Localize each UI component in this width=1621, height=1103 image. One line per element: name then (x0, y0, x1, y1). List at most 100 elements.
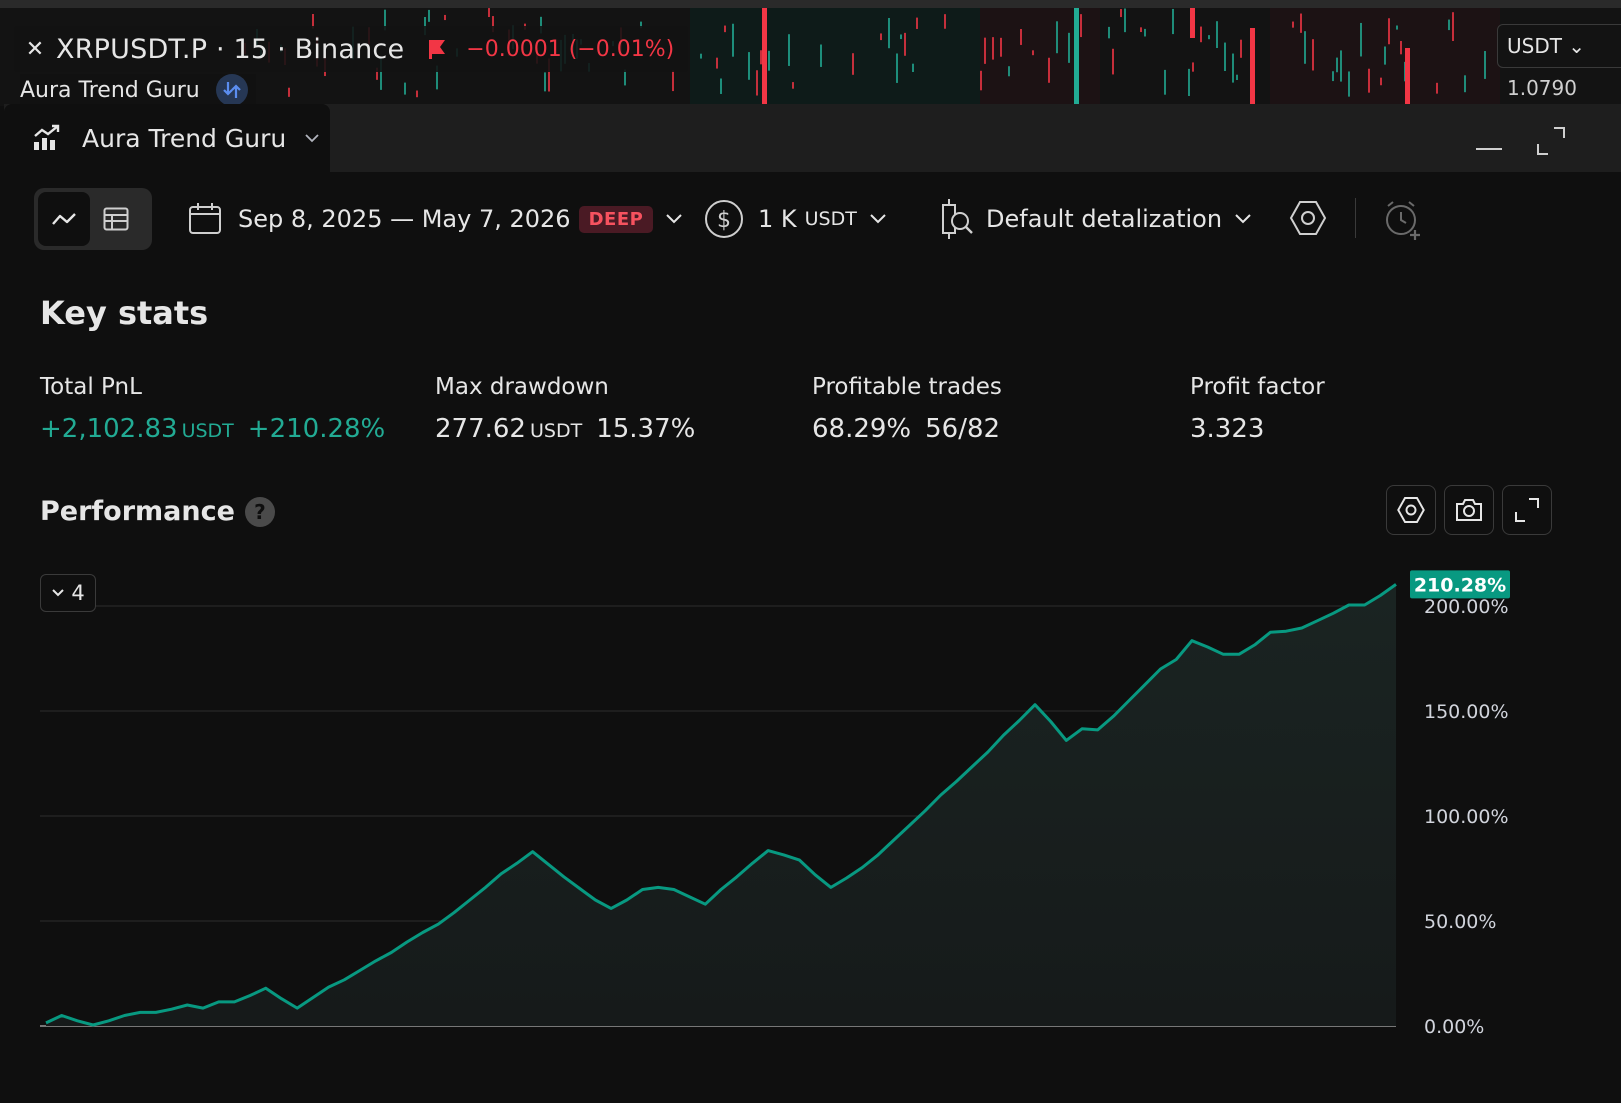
price-candle (1452, 12, 1454, 41)
date-range-selector[interactable]: Sep 8, 2025 — May 7, 2026 DEEP (188, 196, 683, 242)
price-candle (984, 37, 986, 64)
price-candle (1300, 13, 1302, 33)
price-candle (1400, 40, 1402, 55)
price-candle (1068, 32, 1070, 63)
settings-icon (1397, 497, 1425, 523)
price-candle (404, 82, 406, 95)
price-candle (436, 65, 438, 90)
price-candle (980, 70, 982, 91)
price-candle (1240, 39, 1242, 58)
last-value-badge (1410, 570, 1510, 599)
last-value-label: 210.28% (1414, 574, 1506, 596)
initial-capital-selector[interactable]: $ 1 K USDT (704, 196, 887, 242)
price-candle (1232, 53, 1234, 83)
strategy-tab[interactable]: Aura Trend Guru (4, 104, 330, 172)
price-candle (1332, 71, 1334, 82)
close-icon[interactable]: ✕ (25, 36, 45, 62)
price-candle (488, 8, 490, 18)
price-candle (852, 53, 854, 75)
dollar-icon: $ (705, 200, 743, 238)
price-candle (700, 53, 702, 59)
price-candle (1200, 26, 1202, 43)
symbol-header: ✕ XRPUSDT.P · 15 · Binance −0.0001 (−0.0… (14, 26, 689, 72)
price-candle (1080, 14, 1082, 38)
strategy-tester-panel: Aura Trend Guru Sep 8, (4, 104, 1621, 1103)
line-chart-icon (52, 213, 76, 225)
chevron-down-icon (52, 589, 65, 597)
view-toggle (34, 188, 152, 250)
stat-value: +2,102.83 USDT +210.28% (40, 414, 385, 444)
deep-badge: DEEP (578, 205, 654, 233)
price-candle (1188, 68, 1190, 96)
detalization-selector[interactable]: Default detalization (940, 196, 1252, 242)
price-candle (1108, 26, 1110, 39)
y-tick-label: 0.00% (1424, 1016, 1484, 1038)
chevron-down-icon (870, 214, 886, 224)
price-candle (1120, 9, 1122, 18)
max-drawdown-stat: Max drawdown 277.62 USDT 15.37% (435, 374, 695, 444)
performance-chart: 0.00% 50.00% 100.00% 150.00% 200.00% 210.28% (40, 570, 1510, 1038)
strategy-arrows-icon[interactable] (215, 74, 248, 106)
profitable-trades-stat: Profitable trades 68.29% 56/82 (812, 374, 1002, 444)
price-candle (1336, 57, 1338, 73)
indicator-name[interactable]: Aura Trend Guru (20, 77, 200, 103)
price-candle (428, 9, 430, 22)
price-candle (1144, 28, 1146, 37)
price-candle (624, 69, 626, 86)
price-candle (1396, 25, 1398, 30)
price-candle (1000, 37, 1002, 57)
price-candle (1236, 74, 1238, 80)
price-change: −0.0001 (−0.01%) (466, 36, 675, 62)
snapshot-button[interactable] (1444, 485, 1494, 535)
table-view-button[interactable] (90, 192, 142, 246)
price-candle (904, 32, 906, 56)
price-candle (1190, 8, 1195, 38)
performance-title-text: Performance (40, 496, 235, 527)
price-candle (762, 8, 767, 106)
currency-button[interactable]: USDT ⌄ (1497, 24, 1621, 68)
chart-settings-button[interactable] (1386, 485, 1436, 535)
price-candle (1056, 21, 1058, 54)
price-candle (444, 14, 446, 21)
price-candle (1368, 68, 1370, 93)
fullscreen-button[interactable] (1502, 485, 1552, 535)
stat-value: 277.62 USDT 15.37% (435, 414, 695, 444)
price-candle (1348, 71, 1350, 97)
calendar-icon (189, 203, 221, 234)
price-candle (492, 16, 494, 33)
add-alert-icon[interactable] (1382, 198, 1426, 242)
series-toggle-button[interactable]: 4 (40, 574, 96, 612)
capital-unit: USDT (804, 208, 857, 230)
drawdown-unit: USDT (529, 420, 583, 442)
price-candle (1360, 22, 1362, 57)
price-candle (788, 34, 790, 66)
stat-value: 3.323 (1190, 414, 1325, 444)
indicator-legend: Aura Trend Guru (20, 74, 256, 106)
price-candle (540, 16, 542, 34)
price-candle (820, 44, 822, 67)
camera-icon (1456, 499, 1482, 521)
main-chart-strip[interactable]: ✕ XRPUSDT.P · 15 · Binance −0.0001 (−0.0… (0, 0, 1621, 106)
pnl-unit: USDT (181, 420, 234, 442)
price-candle (1164, 69, 1166, 95)
chart-view-button[interactable] (38, 192, 90, 246)
price-candle (792, 82, 794, 89)
price-candle (1448, 19, 1450, 31)
flag-icon[interactable] (426, 38, 448, 60)
price-candle (380, 58, 382, 90)
price-candle (1436, 82, 1438, 94)
minimize-panel-button[interactable] (1476, 148, 1502, 150)
candle-search-icon (942, 199, 973, 239)
price-candle (384, 9, 386, 31)
chevron-down-icon[interactable] (304, 133, 320, 143)
price-candle (1464, 75, 1466, 93)
price-candle (916, 17, 918, 29)
equity-area (46, 584, 1396, 1026)
panel-tabbar: Aura Trend Guru (4, 104, 1621, 172)
performance-title: Performance ? (40, 496, 275, 527)
maximize-panel-icon[interactable] (1536, 126, 1566, 156)
price-candle (720, 78, 722, 94)
price-candle (1250, 28, 1255, 106)
settings-icon[interactable] (1288, 198, 1328, 238)
help-icon[interactable]: ? (244, 496, 275, 527)
